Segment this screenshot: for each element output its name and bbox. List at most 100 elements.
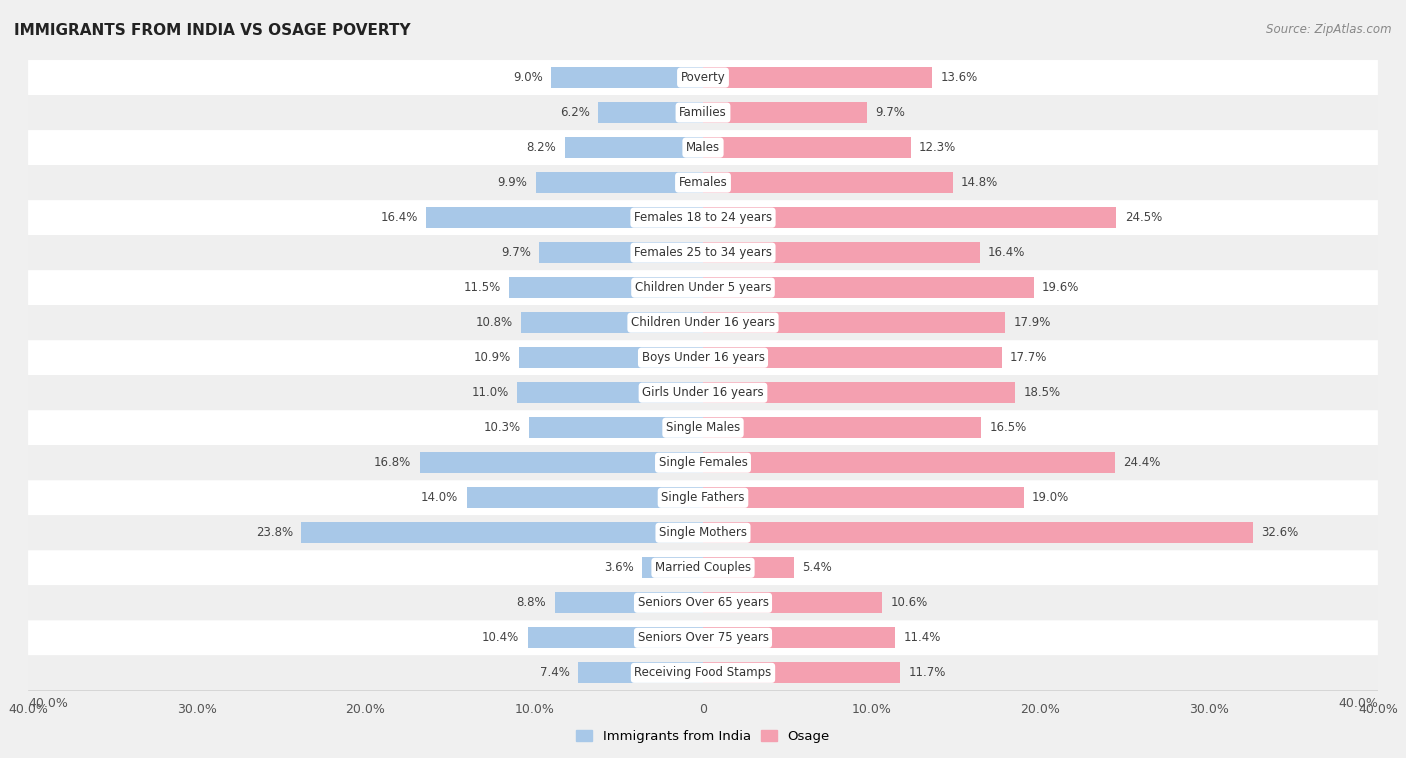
Text: 24.4%: 24.4% xyxy=(1123,456,1160,469)
Text: 8.8%: 8.8% xyxy=(516,597,546,609)
Legend: Immigrants from India, Osage: Immigrants from India, Osage xyxy=(571,725,835,749)
Bar xyxy=(703,102,866,123)
FancyBboxPatch shape xyxy=(28,270,1378,305)
Text: Girls Under 16 years: Girls Under 16 years xyxy=(643,387,763,399)
Text: 10.9%: 10.9% xyxy=(474,351,510,364)
Bar xyxy=(519,347,703,368)
Bar xyxy=(703,382,1015,403)
Text: 7.4%: 7.4% xyxy=(540,666,569,679)
Bar xyxy=(426,207,703,228)
Text: 19.0%: 19.0% xyxy=(1032,491,1069,504)
FancyBboxPatch shape xyxy=(28,235,1378,270)
Text: 40.0%: 40.0% xyxy=(28,697,67,710)
Text: 32.6%: 32.6% xyxy=(1261,526,1299,539)
Text: Children Under 16 years: Children Under 16 years xyxy=(631,316,775,329)
Bar xyxy=(529,417,703,438)
FancyBboxPatch shape xyxy=(28,445,1378,481)
Text: Families: Families xyxy=(679,106,727,119)
Text: 14.8%: 14.8% xyxy=(962,176,998,189)
Bar xyxy=(509,277,703,298)
Bar xyxy=(643,557,703,578)
Bar xyxy=(703,207,1116,228)
FancyBboxPatch shape xyxy=(28,130,1378,165)
FancyBboxPatch shape xyxy=(28,585,1378,620)
Bar xyxy=(703,628,896,648)
Text: Single Fathers: Single Fathers xyxy=(661,491,745,504)
Bar xyxy=(703,137,911,158)
Bar xyxy=(520,312,703,334)
FancyBboxPatch shape xyxy=(28,515,1378,550)
Bar xyxy=(703,417,981,438)
Text: 10.4%: 10.4% xyxy=(482,631,519,644)
Bar xyxy=(703,277,1033,298)
Bar xyxy=(467,487,703,509)
FancyBboxPatch shape xyxy=(28,481,1378,515)
Text: 40.0%: 40.0% xyxy=(1339,697,1378,710)
Text: Single Females: Single Females xyxy=(658,456,748,469)
Text: Receiving Food Stamps: Receiving Food Stamps xyxy=(634,666,772,679)
Text: 17.9%: 17.9% xyxy=(1014,316,1050,329)
Text: Single Males: Single Males xyxy=(666,421,740,434)
Text: Seniors Over 65 years: Seniors Over 65 years xyxy=(637,597,769,609)
Text: 18.5%: 18.5% xyxy=(1024,387,1060,399)
Text: Females 25 to 34 years: Females 25 to 34 years xyxy=(634,246,772,259)
Text: 9.7%: 9.7% xyxy=(875,106,905,119)
Text: 13.6%: 13.6% xyxy=(941,71,979,84)
Text: 14.0%: 14.0% xyxy=(422,491,458,504)
Bar xyxy=(517,382,703,403)
FancyBboxPatch shape xyxy=(28,375,1378,410)
Text: 11.4%: 11.4% xyxy=(904,631,941,644)
FancyBboxPatch shape xyxy=(28,656,1378,691)
Text: 12.3%: 12.3% xyxy=(920,141,956,154)
Text: 19.6%: 19.6% xyxy=(1042,281,1080,294)
Text: 23.8%: 23.8% xyxy=(256,526,292,539)
Text: Boys Under 16 years: Boys Under 16 years xyxy=(641,351,765,364)
Text: 11.5%: 11.5% xyxy=(464,281,501,294)
Text: 16.4%: 16.4% xyxy=(381,211,418,224)
Text: 9.9%: 9.9% xyxy=(498,176,527,189)
Text: 8.2%: 8.2% xyxy=(526,141,557,154)
Bar xyxy=(703,67,932,88)
Text: Poverty: Poverty xyxy=(681,71,725,84)
Text: 6.2%: 6.2% xyxy=(560,106,591,119)
Bar xyxy=(540,242,703,263)
FancyBboxPatch shape xyxy=(28,340,1378,375)
Text: 24.5%: 24.5% xyxy=(1125,211,1161,224)
Bar xyxy=(551,67,703,88)
Text: 17.7%: 17.7% xyxy=(1010,351,1047,364)
FancyBboxPatch shape xyxy=(28,620,1378,656)
Bar xyxy=(703,453,1115,473)
Bar xyxy=(703,172,953,193)
Text: Females: Females xyxy=(679,176,727,189)
Bar xyxy=(703,522,1253,543)
FancyBboxPatch shape xyxy=(28,550,1378,585)
Text: 16.8%: 16.8% xyxy=(374,456,411,469)
Text: Single Mothers: Single Mothers xyxy=(659,526,747,539)
Bar xyxy=(703,557,794,578)
FancyBboxPatch shape xyxy=(28,165,1378,200)
Bar xyxy=(554,592,703,613)
FancyBboxPatch shape xyxy=(28,410,1378,445)
Bar xyxy=(599,102,703,123)
Bar xyxy=(301,522,703,543)
Bar xyxy=(703,592,882,613)
Text: IMMIGRANTS FROM INDIA VS OSAGE POVERTY: IMMIGRANTS FROM INDIA VS OSAGE POVERTY xyxy=(14,23,411,38)
Text: 9.7%: 9.7% xyxy=(501,246,531,259)
FancyBboxPatch shape xyxy=(28,200,1378,235)
Text: Married Couples: Married Couples xyxy=(655,562,751,575)
FancyBboxPatch shape xyxy=(28,60,1378,95)
Text: 9.0%: 9.0% xyxy=(513,71,543,84)
Bar xyxy=(703,347,1001,368)
Text: Source: ZipAtlas.com: Source: ZipAtlas.com xyxy=(1267,23,1392,36)
Text: 10.6%: 10.6% xyxy=(890,597,928,609)
FancyBboxPatch shape xyxy=(28,305,1378,340)
Bar xyxy=(703,242,980,263)
Bar xyxy=(527,628,703,648)
Text: 16.4%: 16.4% xyxy=(988,246,1025,259)
Bar xyxy=(703,662,900,684)
Text: 10.8%: 10.8% xyxy=(475,316,512,329)
FancyBboxPatch shape xyxy=(28,95,1378,130)
Bar xyxy=(703,487,1024,509)
Bar xyxy=(703,312,1005,334)
Text: 5.4%: 5.4% xyxy=(803,562,832,575)
